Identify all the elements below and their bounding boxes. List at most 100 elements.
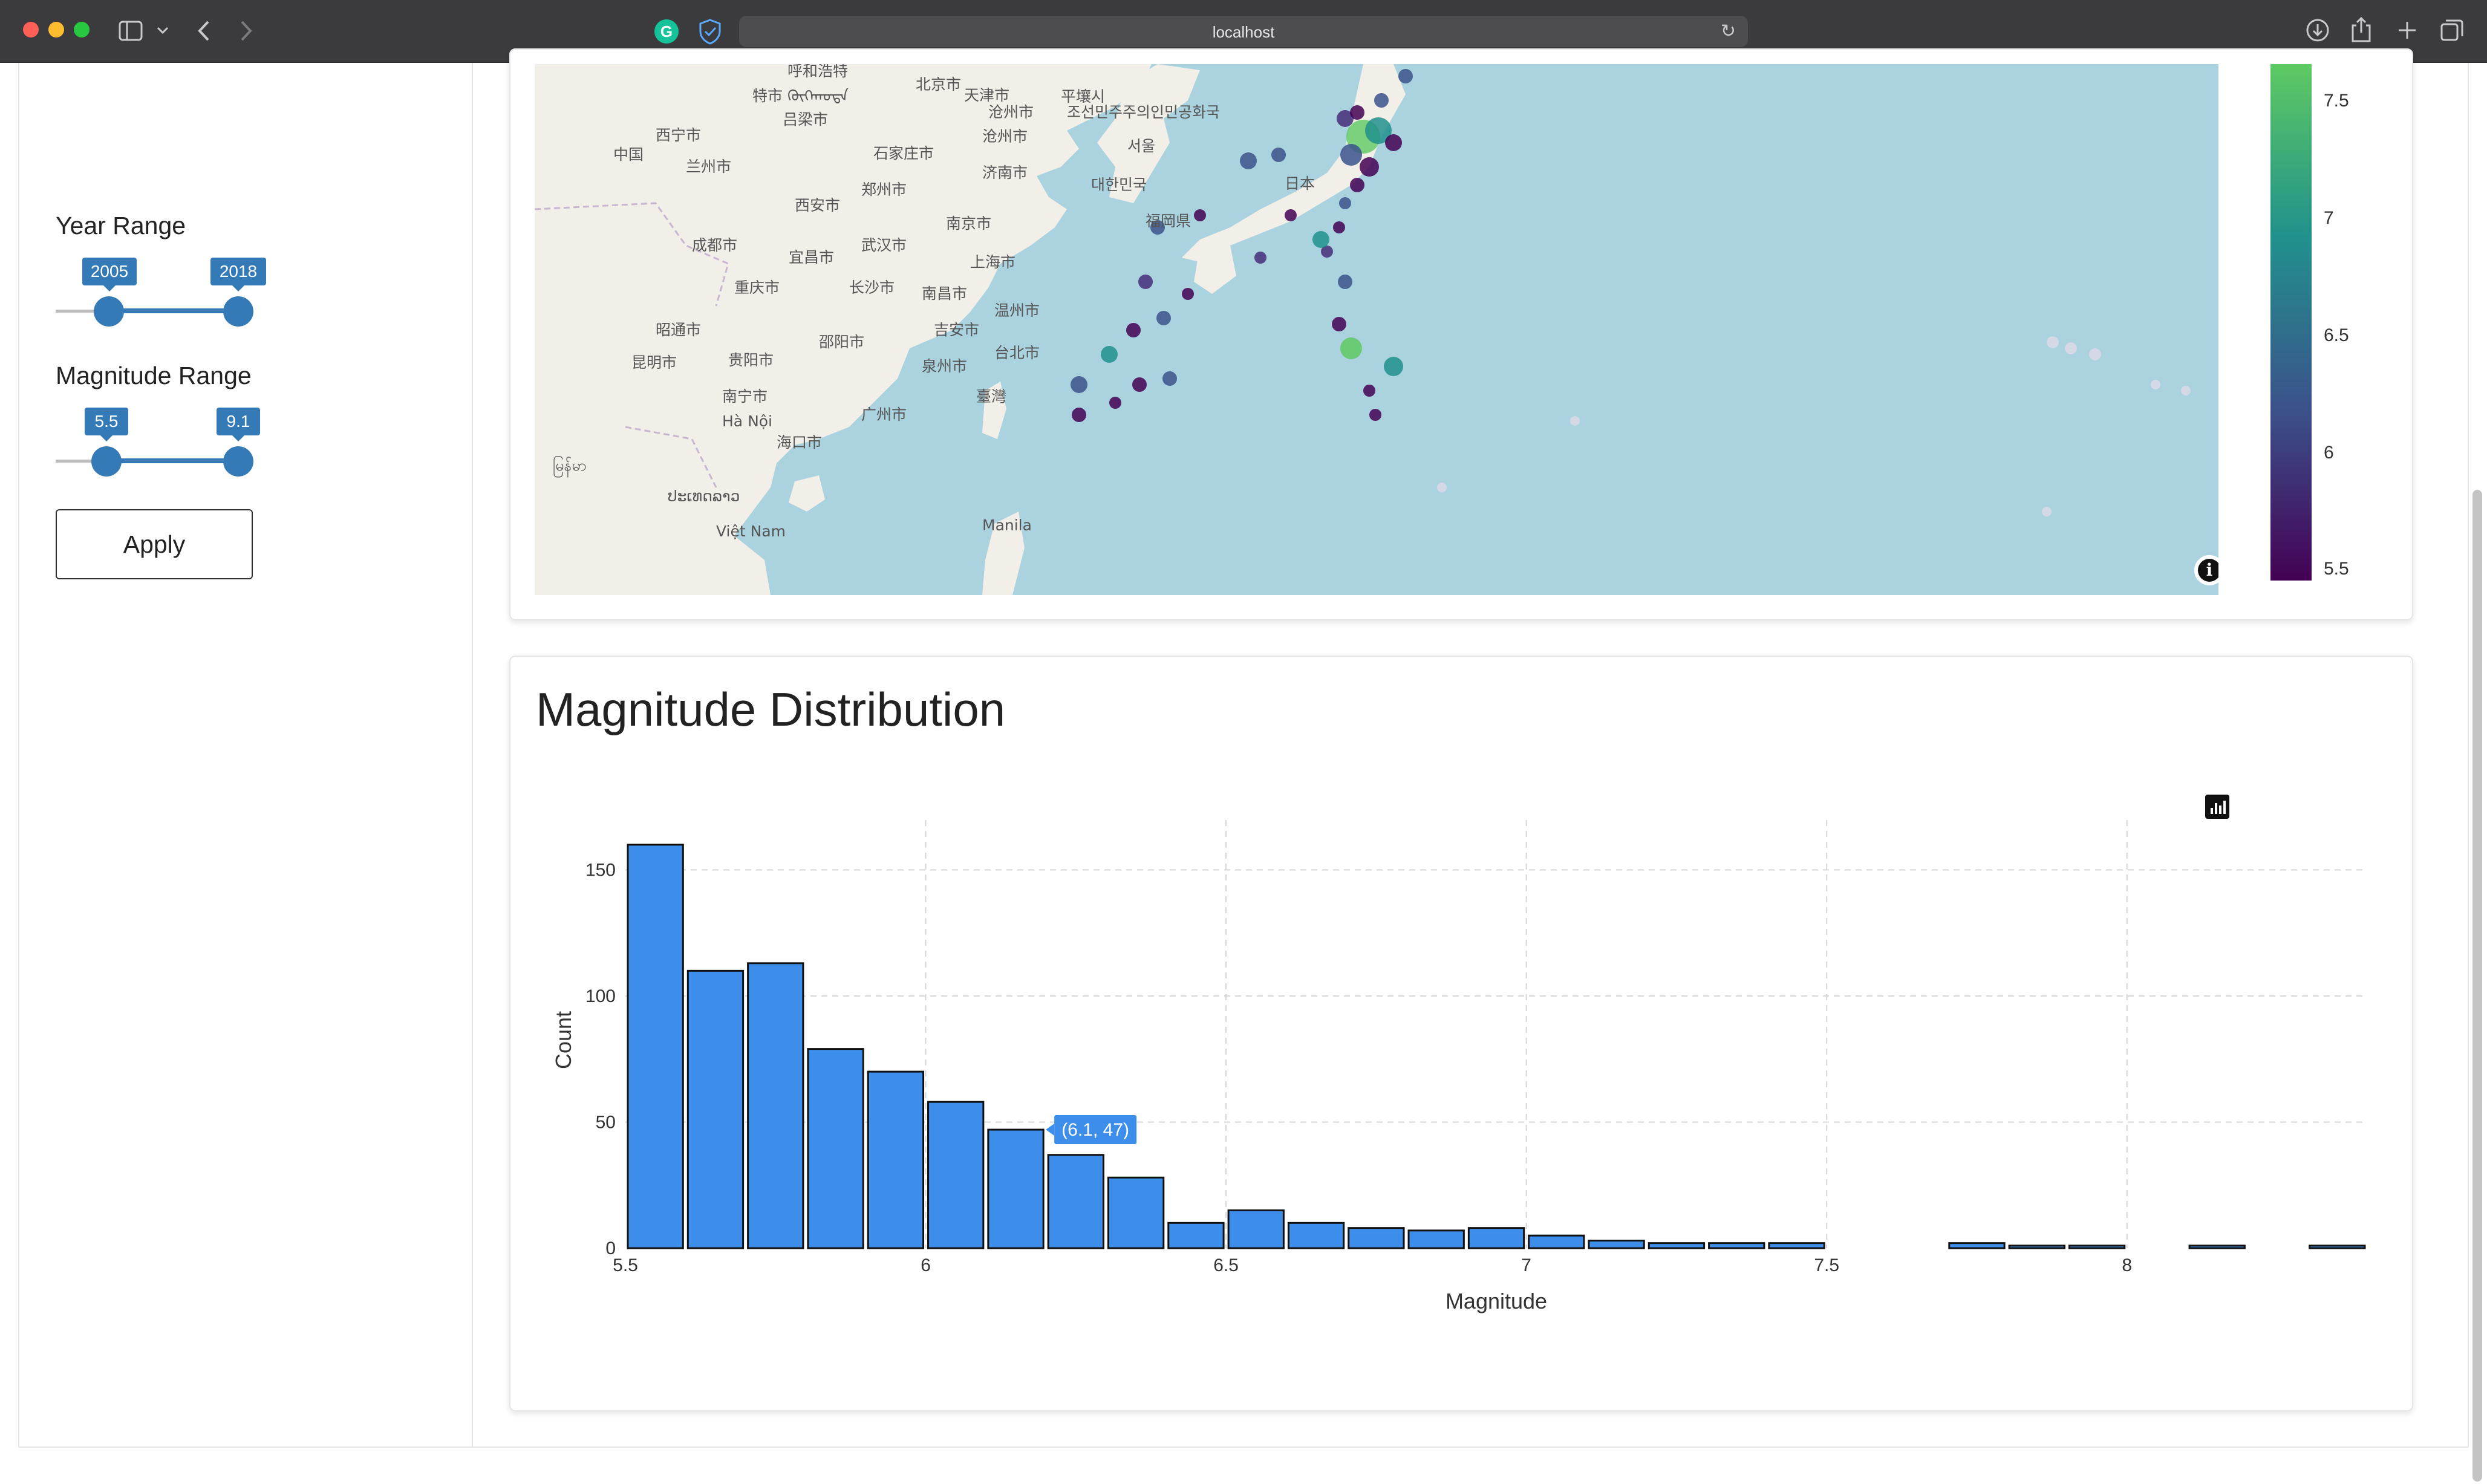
map-card: 呼和浩特 特市 ᠬᠥᠬᠡᠬᠣᠲᠠ 北京市 天津市 石家庄市 沧州市 济南市 郑州市 西安市 成都市… xyxy=(509,48,2413,620)
magnitude-range-label: Magnitude Range xyxy=(56,362,252,389)
tab-overview-icon[interactable] xyxy=(2440,18,2464,42)
magnitude-range-high-handle[interactable] xyxy=(223,446,253,477)
map-place-label: 武汉市 xyxy=(861,236,907,254)
histogram-bar[interactable] xyxy=(1948,1242,2006,1249)
info-symbol: i xyxy=(2198,559,2218,582)
magnitude-histogram[interactable]: 0 50 100 150 5.5 6 6.5 7 7.5 8 Magnitude Count (6.1,… xyxy=(510,657,2414,1413)
histogram-bar[interactable] xyxy=(1588,1239,1645,1249)
minimize-window-icon[interactable] xyxy=(48,22,64,37)
histogram-bar[interactable] xyxy=(1407,1229,1465,1249)
map-place-label: 南昌市 xyxy=(922,285,968,302)
url-text: localhost xyxy=(1212,23,1275,41)
hover-tooltip-text: (6.1, 47) xyxy=(1061,1120,1129,1140)
address-bar[interactable]: localhost ↻ xyxy=(739,16,1748,47)
histogram-bar[interactable] xyxy=(627,844,684,1249)
apply-button[interactable]: Apply xyxy=(56,509,253,579)
maximize-window-icon[interactable] xyxy=(74,22,90,37)
map-place-label: 重庆市 xyxy=(734,279,780,296)
chevron-down-icon[interactable] xyxy=(156,25,169,36)
map-place-label: 福岡県 xyxy=(1146,212,1191,230)
colorbar-tick: 7 xyxy=(2324,208,2334,228)
map-place-label: 宜昌市 xyxy=(789,249,835,266)
year-range-high-handle[interactable] xyxy=(223,296,253,327)
earthquake-map[interactable]: 呼和浩特 特市 ᠬᠥᠬᠡᠬᠣᠲᠠ 北京市 天津市 石家庄市 沧州市 济南市 郑州市 西安市 成都市… xyxy=(535,64,2218,595)
page-scrollbar[interactable] xyxy=(2472,490,2482,1482)
sidebar-toggle-icon[interactable] xyxy=(119,21,143,41)
magnitude-range-low-tooltip: 5.5 xyxy=(85,408,128,441)
histogram-bar[interactable] xyxy=(867,1070,925,1249)
map-place-label: 吉安市 xyxy=(934,321,980,339)
map-place-label: 西安市 xyxy=(795,197,841,214)
back-icon[interactable] xyxy=(196,19,210,42)
histogram-bar[interactable] xyxy=(2068,1245,2126,1249)
map-place-label: 北京市 xyxy=(916,76,962,93)
histogram-bar[interactable] xyxy=(927,1101,985,1249)
magnitude-range-high-tooltip: 9.1 xyxy=(217,408,260,441)
map-place-label: 广州市 xyxy=(861,406,907,423)
year-range-high-tooltip: 2018 xyxy=(210,258,266,291)
map-place-label: 石家庄市 xyxy=(873,145,934,162)
map-place-label: 温州市 xyxy=(994,302,1040,319)
year-range-low-tooltip: 2005 xyxy=(82,258,137,291)
country-borders xyxy=(535,202,729,488)
info-icon[interactable]: i xyxy=(2194,555,2218,585)
histogram-bar[interactable] xyxy=(807,1048,864,1249)
korea-landmass xyxy=(1097,64,1200,203)
close-window-icon[interactable] xyxy=(23,22,39,37)
histogram-bar[interactable] xyxy=(1467,1227,1525,1249)
histogram-bar[interactable] xyxy=(1227,1209,1285,1249)
colorbar-tick: 7.5 xyxy=(2324,91,2349,111)
grammarly-icon[interactable]: G xyxy=(654,19,679,44)
map-place-label: Hà Nội xyxy=(722,412,773,430)
colorbar-tick: 6.5 xyxy=(2324,325,2349,345)
histogram-bar[interactable] xyxy=(1708,1242,1765,1249)
filter-sidebar xyxy=(18,63,473,1448)
earthquake-markers xyxy=(1071,69,2191,516)
map-place-label: 昭通市 xyxy=(656,321,702,339)
y-tick-label: 100 xyxy=(585,986,616,1006)
histogram-bar[interactable] xyxy=(1167,1222,1225,1249)
histogram-bar[interactable] xyxy=(1348,1227,1405,1249)
histogram-bar[interactable] xyxy=(747,962,804,1249)
philippines-landmass xyxy=(982,512,1025,595)
histogram-bar[interactable] xyxy=(1047,1154,1104,1249)
histogram-bar[interactable] xyxy=(2188,1245,2246,1249)
histogram-bar[interactable] xyxy=(2008,1245,2065,1249)
map-place-label: 臺灣 xyxy=(976,388,1007,405)
histogram-bar[interactable] xyxy=(1768,1242,1825,1249)
map-place-label: 대한민국 xyxy=(1091,176,1147,194)
vietnam-landmass xyxy=(656,536,771,595)
magnitude-range-low-handle[interactable] xyxy=(91,446,122,477)
download-icon[interactable] xyxy=(2306,18,2330,42)
map-place-label: 特市 ᠬᠥᠬᠡᠬᠣᠲᠠ xyxy=(752,87,849,105)
map-place-label: 南京市 xyxy=(946,215,992,232)
shield-icon[interactable] xyxy=(698,18,722,45)
map-place-label: Manila xyxy=(982,516,1032,534)
hover-tooltip xyxy=(1054,1115,1137,1145)
share-icon[interactable] xyxy=(2350,16,2372,42)
mainland-landmass xyxy=(535,64,1152,595)
map-place-label: 泉州市 xyxy=(922,357,968,375)
histogram-bar[interactable] xyxy=(2309,1245,2366,1249)
histogram-bar[interactable] xyxy=(1648,1242,1706,1249)
map-place-label: 郑州市 xyxy=(861,181,907,198)
forward-icon[interactable] xyxy=(240,19,254,42)
x-tick-label: 8 xyxy=(2122,1255,2132,1275)
histogram-bar[interactable] xyxy=(1528,1234,1585,1249)
x-tick-label: 5.5 xyxy=(613,1255,638,1275)
map-place-label: 中国 xyxy=(613,146,644,163)
new-tab-icon[interactable] xyxy=(2396,19,2418,41)
year-range-low-handle[interactable] xyxy=(94,296,124,327)
histogram-bar[interactable] xyxy=(987,1128,1045,1249)
map-place-label: 贵阳市 xyxy=(728,351,774,369)
histogram-bar[interactable] xyxy=(1287,1222,1345,1249)
histogram-bar[interactable] xyxy=(686,969,745,1249)
map-place-label: 南宁市 xyxy=(722,388,768,405)
map-place-label: မြန်မာ xyxy=(553,457,587,474)
reload-icon[interactable]: ↻ xyxy=(1720,21,1736,41)
histogram-bar[interactable] xyxy=(1107,1176,1165,1249)
chart-toolbar-icon[interactable] xyxy=(2205,795,2229,819)
y-tick-label: 50 xyxy=(596,1113,616,1133)
map-place-label: 日本 xyxy=(1285,175,1315,192)
colorbar-tick: 6 xyxy=(2324,443,2334,463)
